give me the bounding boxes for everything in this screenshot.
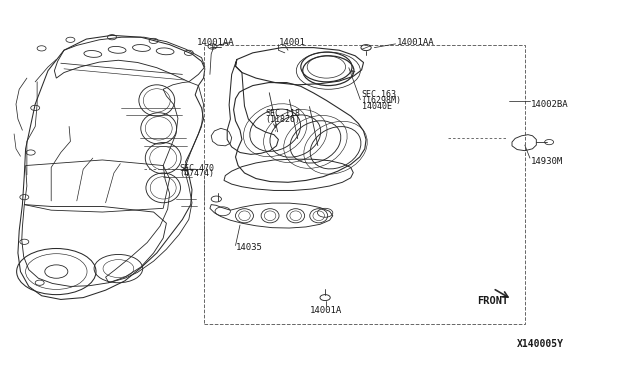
Text: 14001A: 14001A bbox=[310, 306, 342, 315]
Text: 14001AA: 14001AA bbox=[197, 38, 235, 47]
Bar bbox=[204, 45, 525, 324]
Text: 14930M: 14930M bbox=[531, 157, 563, 166]
Text: 14001AA: 14001AA bbox=[397, 38, 435, 47]
Text: (11826): (11826) bbox=[266, 115, 301, 124]
Text: (47474): (47474) bbox=[179, 169, 214, 178]
Text: 14040E: 14040E bbox=[362, 102, 392, 110]
Text: 14002BA: 14002BA bbox=[531, 100, 569, 109]
Text: SEC.163: SEC.163 bbox=[362, 90, 397, 99]
Text: SEC.118: SEC.118 bbox=[266, 109, 301, 118]
Text: SEC.470: SEC.470 bbox=[179, 164, 214, 173]
Text: 14001: 14001 bbox=[278, 38, 305, 47]
Text: FRONT: FRONT bbox=[477, 296, 508, 306]
Text: 14035: 14035 bbox=[236, 243, 262, 252]
Text: X140005Y: X140005Y bbox=[517, 339, 564, 349]
Text: (16298M): (16298M) bbox=[362, 96, 402, 105]
